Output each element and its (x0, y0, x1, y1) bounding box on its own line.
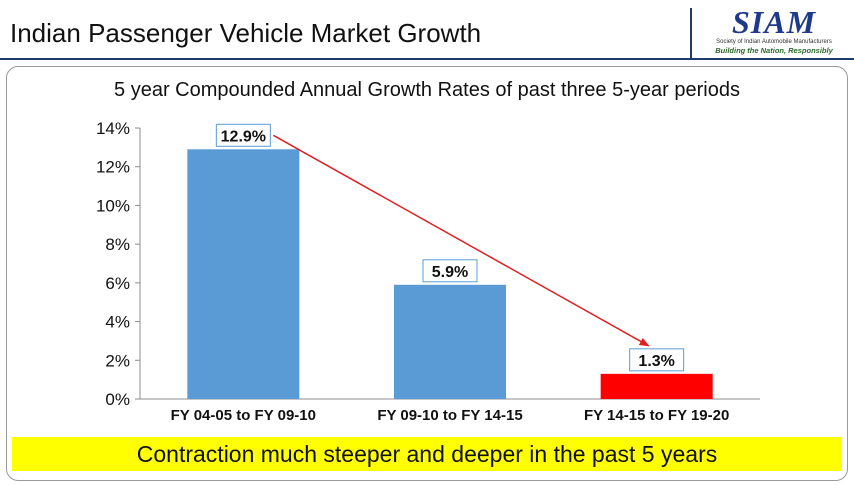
y-tick-label: 14% (96, 119, 130, 138)
x-tick-label: FY 04-05 to FY 09-10 (171, 407, 316, 424)
bar (394, 284, 506, 399)
header-divider (0, 58, 854, 60)
y-tick-label: 6% (105, 274, 130, 293)
y-tick-label: 10% (96, 196, 130, 215)
page-title: Indian Passenger Vehicle Market Growth (10, 18, 482, 48)
y-tick-label: 2% (105, 351, 130, 370)
y-tick-label: 0% (105, 390, 130, 409)
y-tick-label: 4% (105, 313, 130, 332)
x-tick-label: FY 09-10 to FY 14-15 (377, 407, 522, 424)
siam-logo: SIAM Society of Indian Automobile Manufa… (700, 6, 848, 56)
logo-tagline: Building the Nation, Responsibly (715, 46, 833, 55)
data-label: 1.3% (638, 353, 674, 370)
bar (187, 149, 300, 399)
data-label: 12.9% (221, 128, 266, 145)
data-label-box (629, 348, 685, 372)
logo-name: SIAM (731, 4, 817, 40)
y-tick-label: 8% (105, 235, 130, 254)
trend-arrow (272, 134, 650, 347)
data-label: 5.9% (432, 264, 468, 281)
conclusion-callout: Contraction much steeper and deeper in t… (12, 437, 842, 471)
data-label-box (422, 259, 478, 283)
x-tick-label: FY 14-15 to FY 19-20 (584, 407, 729, 424)
logo-subtitle: Society of Indian Automobile Manufacture… (716, 39, 832, 45)
logo-divider (690, 8, 692, 58)
data-label-box (215, 123, 271, 147)
chart-title: 5 year Compounded Annual Growth Rates of… (114, 79, 740, 101)
y-tick-label: 12% (96, 158, 130, 177)
bar (600, 373, 713, 399)
